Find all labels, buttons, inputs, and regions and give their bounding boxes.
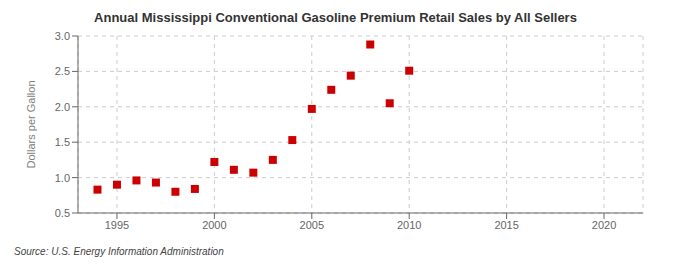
svg-text:2000: 2000 [202,219,226,231]
svg-text:1.5: 1.5 [55,136,70,148]
svg-text:Dollars per Gallon: Dollars per Gallon [25,80,37,168]
svg-text:1995: 1995 [105,219,129,231]
svg-text:2020: 2020 [592,219,616,231]
svg-text:2.0: 2.0 [55,101,70,113]
svg-text:2005: 2005 [300,219,324,231]
svg-text:0.5: 0.5 [55,207,70,219]
html-text:Annual Mississippi Conventiona: Annual Mississippi Conventional Gasoline… [94,10,577,25]
svg-text:1.0: 1.0 [55,172,70,184]
svg-text:2.5: 2.5 [55,65,70,77]
html-text:Source: U.S. Energy Informatio: Source: U.S. Energy Information Administ… [14,246,224,257]
svg-text:3.0: 3.0 [55,30,70,42]
svg-text:2015: 2015 [494,219,518,231]
svg-text:2010: 2010 [397,219,421,231]
